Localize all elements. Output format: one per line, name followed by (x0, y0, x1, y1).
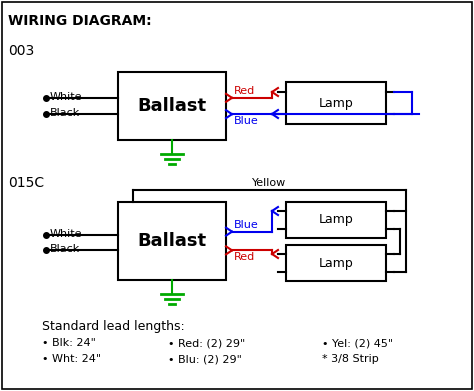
Text: Red: Red (234, 86, 255, 96)
Text: • Blu: (2) 29": • Blu: (2) 29" (168, 354, 242, 364)
Text: Blue: Blue (234, 116, 259, 126)
Text: * 3/8 Strip: * 3/8 Strip (322, 354, 379, 364)
Bar (118, 72, 226, 140)
Text: Lamp: Lamp (319, 213, 354, 226)
Text: 003: 003 (8, 44, 34, 58)
Bar (286, 245, 386, 281)
Text: Blue: Blue (234, 220, 259, 230)
Text: 015C: 015C (8, 176, 44, 190)
Text: Ballast: Ballast (137, 232, 207, 250)
Text: • Yel: (2) 45": • Yel: (2) 45" (322, 338, 393, 348)
Text: White: White (50, 229, 82, 239)
Text: Lamp: Lamp (319, 97, 354, 109)
Text: WIRING DIAGRAM:: WIRING DIAGRAM: (8, 14, 152, 28)
Text: Standard lead lengths:: Standard lead lengths: (42, 320, 185, 333)
Text: Yellow: Yellow (252, 178, 287, 188)
Text: Black: Black (50, 108, 80, 118)
Bar (286, 82, 386, 124)
Bar (286, 202, 386, 238)
Bar (118, 202, 226, 280)
Text: White: White (50, 92, 82, 102)
Text: Ballast: Ballast (137, 97, 207, 115)
Text: Lamp: Lamp (319, 256, 354, 269)
Text: Red: Red (234, 252, 255, 262)
Text: Black: Black (50, 244, 80, 255)
Text: • Blk: 24": • Blk: 24" (42, 338, 96, 348)
Text: • Wht: 24": • Wht: 24" (42, 354, 101, 364)
Text: • Red: (2) 29": • Red: (2) 29" (168, 338, 245, 348)
